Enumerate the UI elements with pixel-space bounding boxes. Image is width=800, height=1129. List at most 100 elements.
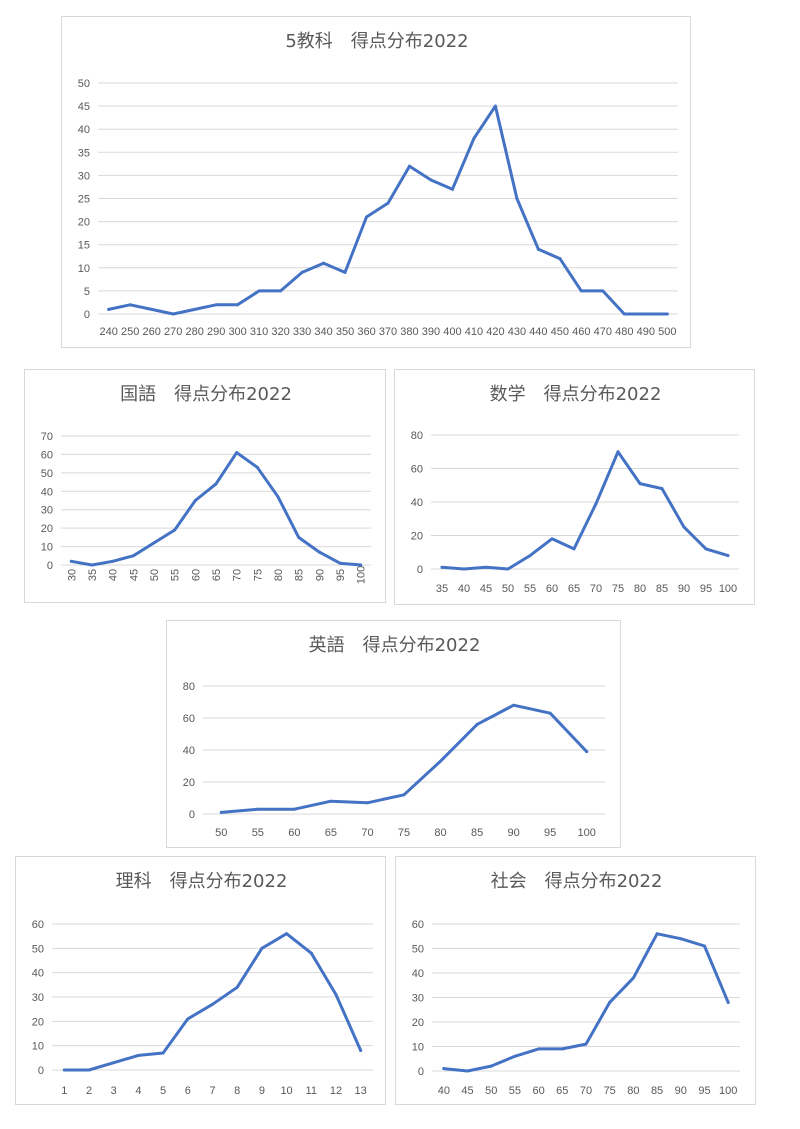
x-tick-label: 430 xyxy=(508,326,526,338)
data-point xyxy=(309,951,313,955)
series-line xyxy=(107,104,669,316)
data-point xyxy=(260,946,264,950)
x-tick-label: 350 xyxy=(336,326,354,338)
x-tick-label: 85 xyxy=(471,827,483,839)
x-tick-label: 5 xyxy=(160,1085,166,1097)
y-tick-label: 60 xyxy=(183,713,195,725)
chart-panel-japanese: 国語 得点分布2022 0 10 20 30 40 50 60 70 30 35 40 45 50 55 60… xyxy=(24,369,386,603)
data-point xyxy=(601,289,605,293)
x-tick-label: 50 xyxy=(502,583,514,595)
x-tick-label: 250 xyxy=(121,326,139,338)
data-point xyxy=(682,525,686,529)
data-point xyxy=(638,482,642,486)
x-tick-label: 85 xyxy=(294,569,306,581)
y-tick-label: 80 xyxy=(411,430,423,442)
x-tick-label: 480 xyxy=(615,326,633,338)
x-tick-label: 55 xyxy=(524,583,536,595)
y-tick-label: 60 xyxy=(411,464,423,476)
x-tick-label: 440 xyxy=(529,326,547,338)
x-tick-label: 320 xyxy=(271,326,289,338)
y-tick-label: 20 xyxy=(412,1017,424,1029)
x-tick-label: 360 xyxy=(357,326,375,338)
data-point xyxy=(512,703,516,707)
y-tick-label: 20 xyxy=(411,531,423,543)
chart-panel-math: 数学 得点分布2022 0 20 40 60 80 35 40 45 50 55 60 65 70 75 80… xyxy=(394,369,755,605)
data-point xyxy=(442,1067,446,1071)
data-point xyxy=(513,1054,517,1058)
series-line xyxy=(440,450,730,571)
y-tick-label: 0 xyxy=(47,560,53,572)
x-tick-label: 75 xyxy=(398,827,410,839)
data-point xyxy=(255,465,259,469)
data-point xyxy=(608,1000,612,1004)
x-tick-label: 500 xyxy=(658,326,676,338)
data-point xyxy=(584,1042,588,1046)
data-point xyxy=(359,1049,363,1053)
data-point xyxy=(484,565,488,569)
data-point xyxy=(219,810,223,814)
chart-title: 社会 得点分布2022 xyxy=(491,871,663,892)
x-tick-label: 13 xyxy=(355,1085,367,1097)
x-tick-label: 290 xyxy=(207,326,225,338)
x-tick-label: 60 xyxy=(532,1085,544,1097)
y-tick-label: 40 xyxy=(32,968,44,980)
x-tick-label: 330 xyxy=(293,326,311,338)
series-line xyxy=(62,932,363,1072)
y-tick-label: 70 xyxy=(41,431,53,443)
data-point xyxy=(726,1000,730,1004)
data-point xyxy=(594,502,598,506)
chart-svg-total: 5教科 得点分布2022 0 5 10 15 20 25 30 35 40 45 50 240 250 26… xyxy=(78,31,678,338)
x-tick-label: 100 xyxy=(356,566,368,584)
x-tick-label: 60 xyxy=(288,827,300,839)
data-point xyxy=(214,482,218,486)
y-tick-label: 20 xyxy=(32,1016,44,1028)
x-tick-label: 80 xyxy=(273,569,285,581)
x-tick-label: 90 xyxy=(508,827,520,839)
data-point xyxy=(276,495,280,499)
data-point xyxy=(665,312,669,316)
data-point xyxy=(90,563,94,567)
x-tick-label: 85 xyxy=(656,583,668,595)
data-point xyxy=(329,799,333,803)
x-tick-label: 100 xyxy=(719,1085,737,1097)
y-tick-label: 0 xyxy=(417,564,423,576)
y-tick-label: 40 xyxy=(78,124,90,136)
data-point xyxy=(489,1064,493,1068)
chart-title: 数学 得点分布2022 xyxy=(490,384,662,405)
x-tick-label: 270 xyxy=(164,326,182,338)
x-tick-label: 3 xyxy=(111,1085,117,1097)
chart-svg-english: 英語 得点分布2022 0 20 40 60 80 50 55 60 65 70 75 80 85 90 95… xyxy=(183,635,605,839)
x-tick-label: 2 xyxy=(86,1085,92,1097)
data-point xyxy=(193,307,197,311)
x-tick-label: 450 xyxy=(551,326,569,338)
data-point xyxy=(186,1017,190,1021)
data-point xyxy=(660,487,664,491)
data-point xyxy=(475,722,479,726)
data-point xyxy=(450,187,454,191)
data-point xyxy=(365,215,369,219)
data-point xyxy=(343,270,347,274)
x-tick-label: 45 xyxy=(480,583,492,595)
data-point xyxy=(111,559,115,563)
data-point xyxy=(528,554,532,558)
x-tick-label: 280 xyxy=(185,326,203,338)
y-tick-label: 60 xyxy=(32,919,44,931)
x-tick-label: 390 xyxy=(422,326,440,338)
x-tick-label: 410 xyxy=(465,326,483,338)
y-tick-label: 20 xyxy=(78,217,90,229)
y-tick-label: 30 xyxy=(32,992,44,1004)
x-tick-label: 100 xyxy=(578,827,596,839)
x-tick-label: 95 xyxy=(544,827,556,839)
series-line xyxy=(219,703,589,814)
y-tick-label: 60 xyxy=(41,449,53,461)
y-tick-label: 45 xyxy=(78,101,90,113)
data-point xyxy=(279,289,283,293)
x-tick-label: 80 xyxy=(627,1085,639,1097)
x-tick-label: 490 xyxy=(637,326,655,338)
chart-title: 英語 得点分布2022 xyxy=(309,635,481,656)
x-tick-label: 40 xyxy=(438,1085,450,1097)
x-tick-label: 10 xyxy=(280,1085,292,1097)
data-point xyxy=(173,528,177,532)
data-point xyxy=(407,164,411,168)
